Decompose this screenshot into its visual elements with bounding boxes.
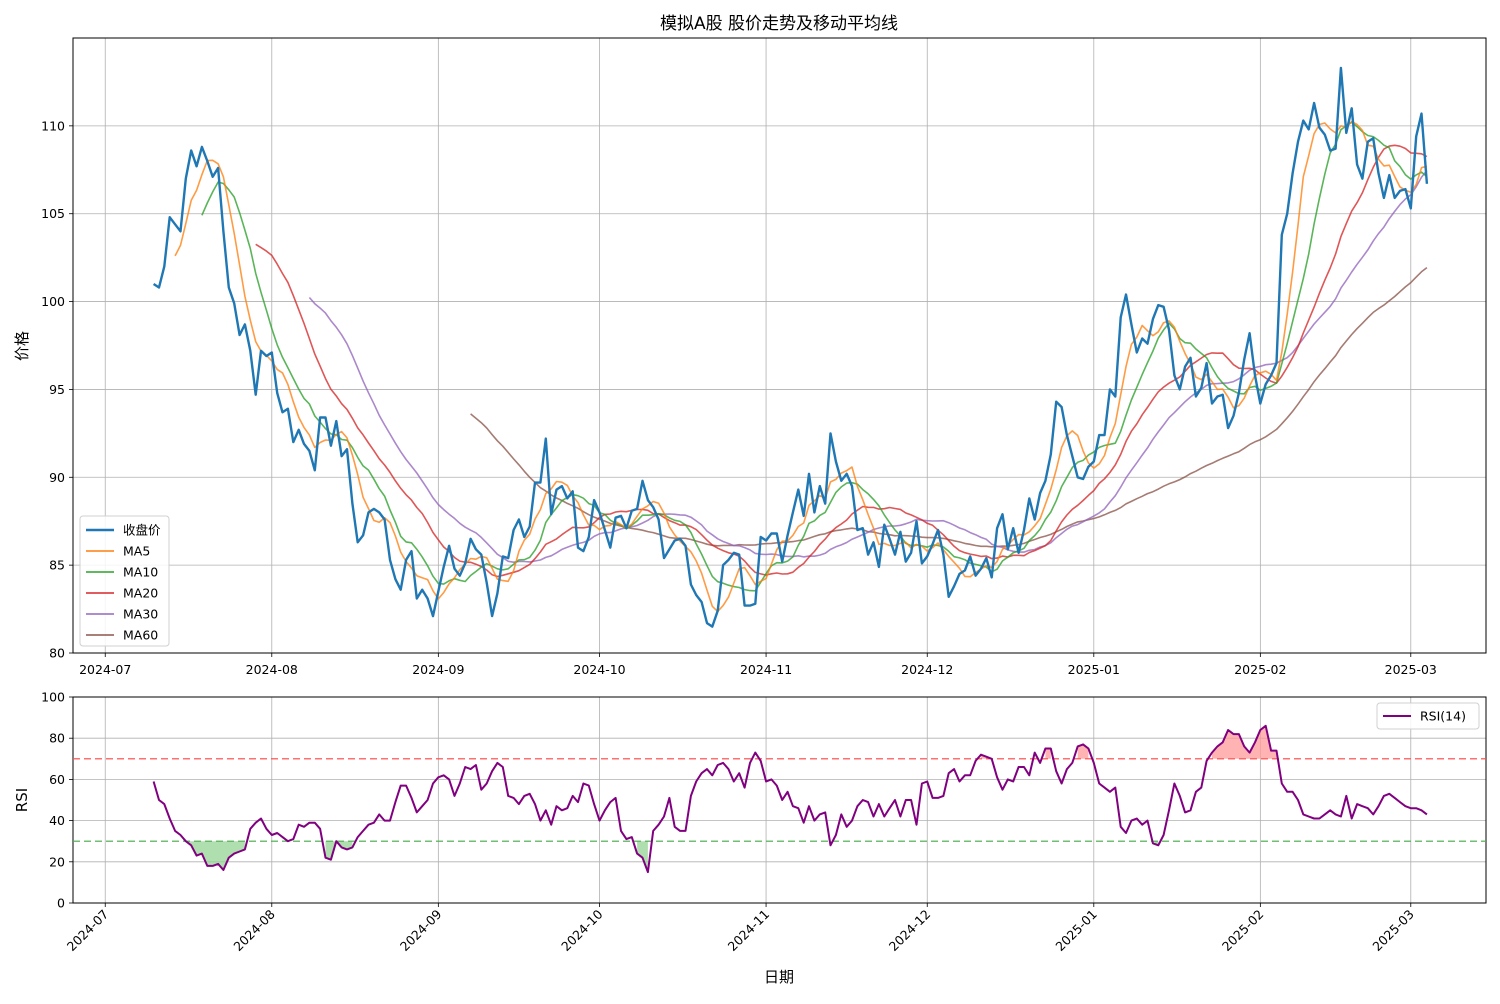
rsi-y-tick-label: 0 [57, 896, 65, 911]
series-line-ma10 [201, 121, 1428, 592]
legend-label-ma60: MA60 [123, 628, 158, 643]
price-x-tick-label: 2024-12 [901, 662, 953, 677]
rsi-x-tick-label: 2024-10 [558, 906, 606, 954]
rsi-ticks: 2024-07 2024-08 2024-09 2024-10 2024-11 2024-… [41, 690, 1417, 955]
price-x-tick-label: 2025-02 [1234, 662, 1286, 677]
price-panel: 2024-07 2024-08 2024-09 2024-10 2024-11 2024-… [41, 37, 1487, 677]
price-y-tick-label: 100 [41, 294, 65, 309]
price-y-tick-label: 80 [49, 646, 65, 661]
price-y-tick-label: 110 [41, 118, 65, 133]
legend-label-ma20: MA20 [123, 586, 158, 601]
rsi-x-tick-label: 2025-03 [1369, 907, 1417, 955]
price-y-tick-label: 105 [41, 206, 65, 221]
price-x-tick-label: 2024-08 [246, 662, 298, 677]
price-legend: 收盘价 MA5 MA10 MA20 MA30 MA60 [79, 515, 170, 647]
rsi-panel: 2024-07 2024-08 2024-09 2024-10 2024-11 2024-… [41, 690, 1487, 955]
rsi-x-tick-label: 2025-02 [1219, 907, 1267, 955]
rsi-y-tick-label: 40 [49, 813, 65, 828]
series-line-close [152, 66, 1429, 628]
price-y-axis-label: 价格 [13, 331, 31, 361]
price-x-tick-label: 2025-03 [1385, 662, 1437, 677]
rsi-legend-box [1376, 702, 1480, 730]
rsi-y-tick-label: 20 [49, 854, 65, 869]
series-line-ma20 [255, 144, 1428, 578]
rsi-y-tick-label: 80 [49, 731, 65, 746]
rsi-x-tick-label: 2025-01 [1052, 907, 1100, 955]
rsi-frame [72, 696, 1487, 904]
price-grid [73, 38, 1486, 654]
price-frame [72, 37, 1487, 654]
rsi-legend: RSI(14) [1376, 702, 1480, 730]
chart-title: 模拟A股 股价走势及移动平均线 [660, 14, 898, 34]
price-x-tick-label: 2024-10 [573, 662, 625, 677]
series-line-rsi [152, 724, 1428, 874]
rsi-x-tick-label: 2024-11 [725, 907, 773, 955]
rsi-x-axis-label: 日期 [764, 968, 794, 986]
rsi-y-tick-label: 100 [41, 690, 65, 705]
rsi-x-tick-label: 2024-08 [230, 906, 278, 954]
series-line-ma30 [308, 169, 1428, 563]
price-y-tick-label: 95 [49, 382, 65, 397]
price-x-tick-label: 2024-07 [79, 662, 131, 677]
legend-label-ma10: MA10 [123, 565, 158, 580]
price-y-tick-label: 90 [49, 470, 65, 485]
rsi-x-tick-label: 2024-07 [64, 907, 112, 955]
price-x-tick-label: 2025-01 [1068, 662, 1120, 677]
price-x-tick-label: 2024-11 [740, 662, 792, 677]
rsi-y-tick-label: 60 [49, 772, 65, 787]
rsi-y-axis-label: RSI [13, 788, 31, 812]
series-line-ma5 [174, 120, 1428, 613]
price-ticks: 2024-07 2024-08 2024-09 2024-10 2024-11 2024-… [41, 118, 1437, 677]
rsi-grid [73, 696, 1486, 904]
price-y-tick-label: 85 [49, 558, 65, 573]
rsi-x-tick-label: 2024-09 [397, 906, 445, 954]
legend-label-close: 收盘价 [123, 523, 161, 538]
legend-label-ma30: MA30 [123, 607, 158, 622]
legend-label-ma5: MA5 [123, 544, 150, 559]
rsi-overbought-area [981, 725, 1277, 759]
legend-label-rsi: RSI(14) [1420, 709, 1466, 724]
rsi-x-tick-label: 2024-12 [886, 907, 934, 955]
price-x-tick-label: 2024-09 [412, 662, 464, 677]
price-lines [152, 66, 1429, 628]
series-line-ma60 [470, 266, 1428, 548]
